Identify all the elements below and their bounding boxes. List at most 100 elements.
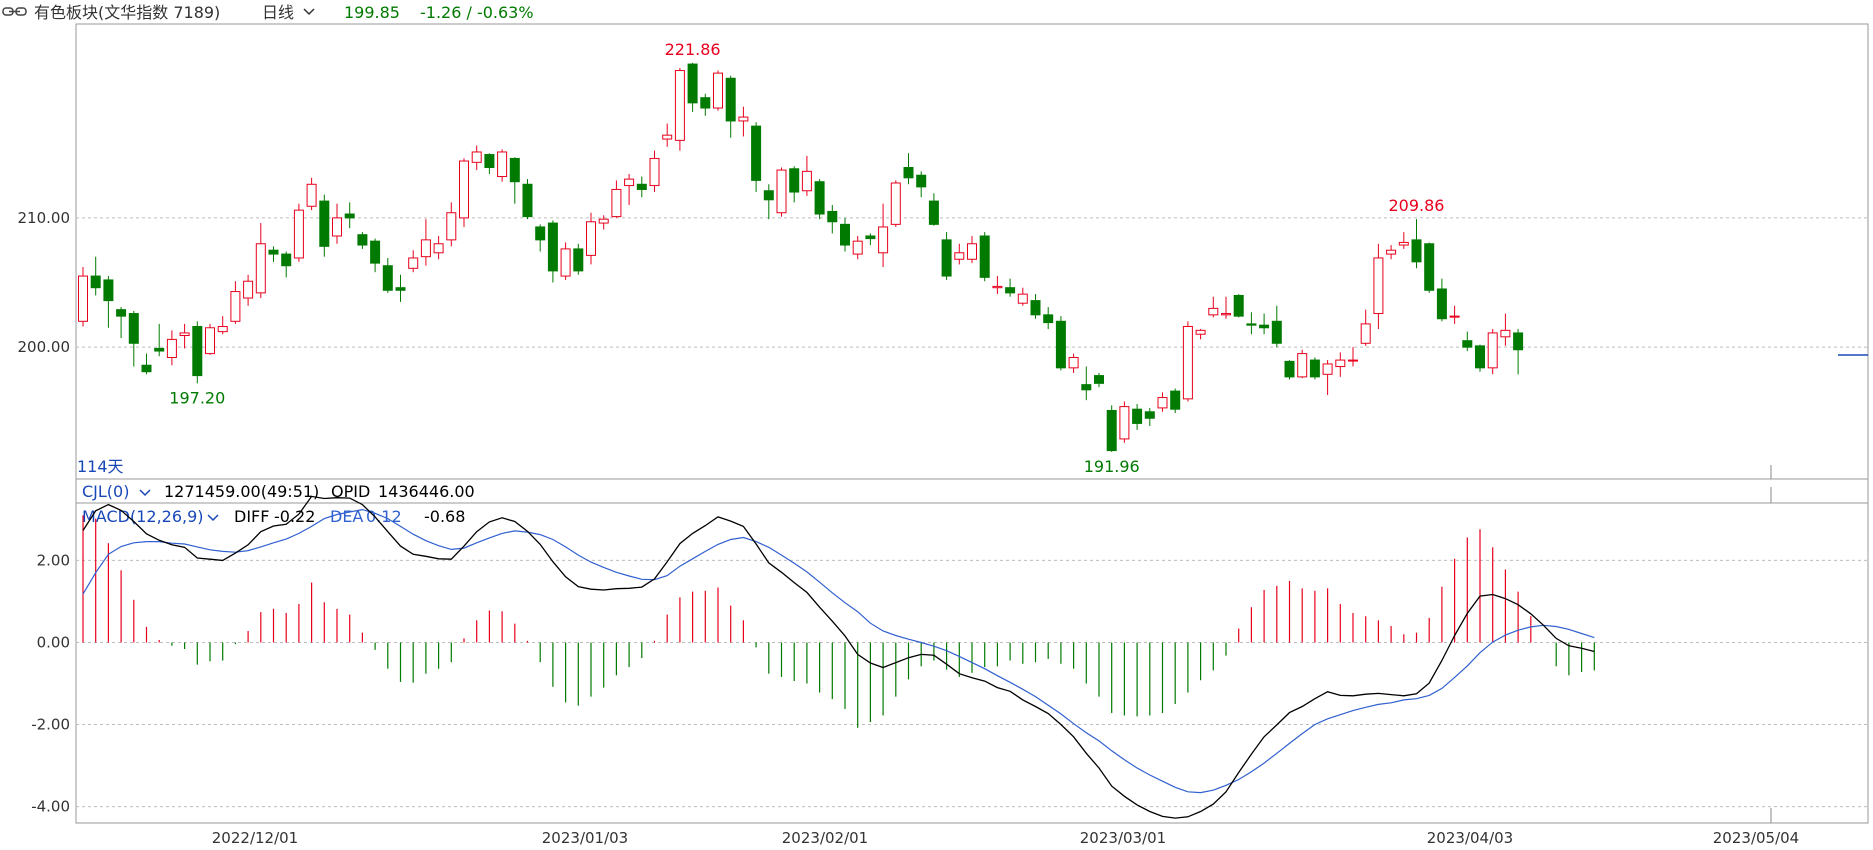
candle-body — [598, 218, 609, 224]
diff-label: DIFF — [234, 507, 269, 526]
dea-line — [82, 508, 1595, 794]
candle-body — [1246, 323, 1257, 326]
price-tick-label: 210.00 — [18, 209, 71, 227]
candle-body — [370, 240, 381, 264]
candle-body — [535, 226, 546, 241]
candle-body — [1233, 294, 1244, 317]
candle-body — [1436, 288, 1447, 320]
candle-body — [293, 209, 304, 259]
chevron-down-icon[interactable] — [303, 8, 315, 16]
chevron-down-icon[interactable] — [207, 514, 219, 522]
candle-body — [382, 265, 393, 291]
candle-body — [687, 63, 698, 104]
period-selector[interactable]: 日线 — [262, 3, 294, 22]
candle-body — [255, 243, 266, 294]
candle-body — [446, 212, 457, 241]
candle-body — [1106, 409, 1117, 452]
candle-body — [979, 235, 990, 278]
candle-body — [1043, 314, 1054, 324]
candle-body — [560, 248, 571, 277]
candle-body — [1068, 356, 1079, 369]
last-price: 199.85 — [344, 3, 400, 22]
candle-body — [1094, 375, 1104, 384]
chevron-down-icon[interactable] — [139, 489, 151, 497]
candle-body — [395, 287, 406, 291]
high-annotation: 209.86 — [1389, 196, 1445, 215]
diff-line — [82, 495, 1595, 819]
diff-value: -0.22 — [274, 507, 315, 526]
volume-value: 1271459.00(49:51) — [164, 482, 319, 501]
days-count-label: 114天 — [77, 457, 124, 476]
candle-body — [865, 235, 876, 240]
candle-body — [649, 157, 660, 187]
candle-body — [573, 248, 584, 272]
candle-body — [954, 252, 965, 260]
macd-indicator-name[interactable]: MACD(12,26,9) — [82, 507, 204, 526]
price-change: -1.26 / -0.63% — [420, 3, 534, 22]
macd-tick-label: -2.00 — [31, 716, 70, 734]
candle-body — [1221, 313, 1231, 316]
candle-body — [1348, 359, 1358, 362]
candle-body — [928, 200, 939, 225]
dea-label: DEA — [330, 507, 363, 526]
candle-body — [713, 72, 723, 109]
candle-body — [1081, 384, 1092, 391]
candle-body — [547, 222, 558, 272]
candle-body — [1322, 363, 1333, 375]
macd-panel-frame — [75, 502, 1869, 824]
macd-legend: MACD(12,26,9) DIFF -0.22 DEA 0.12 -0.68 — [82, 507, 465, 526]
candle-body — [484, 154, 495, 168]
candle-body — [700, 97, 711, 109]
candle-body — [1513, 332, 1524, 351]
candle-body — [1386, 249, 1397, 255]
candle-body — [1309, 359, 1320, 378]
candle-body — [1030, 300, 1041, 316]
candle-body — [763, 190, 774, 201]
macd-tick-label: 2.00 — [37, 551, 70, 569]
candle-body — [1132, 408, 1143, 424]
candle-body — [1119, 406, 1130, 440]
instrument-title[interactable]: 有色板块(文华指数 7189) — [34, 3, 220, 22]
candle-body — [103, 279, 114, 302]
candle-body — [268, 249, 279, 255]
candle-body — [789, 168, 800, 193]
candle-body — [357, 234, 368, 246]
link-icon[interactable] — [2, 7, 27, 16]
candle-body — [1017, 293, 1028, 304]
macd-grid — [76, 559, 1868, 808]
candlesticks — [78, 62, 1524, 452]
date-tick-label: 2023/03/01 — [1080, 829, 1166, 847]
candle-body — [306, 183, 317, 207]
date-tick-label: 2023/01/03 — [542, 829, 628, 847]
candle-body — [852, 240, 863, 255]
candle-body — [217, 325, 228, 333]
volume-indicator-name[interactable]: CJL(0) — [82, 482, 129, 501]
candle-body — [1259, 324, 1270, 329]
candle-body — [1449, 315, 1460, 318]
price-tick-label: 200.00 — [18, 338, 71, 356]
candle-body — [827, 210, 838, 223]
candle-body — [319, 200, 330, 247]
volume-legend: CJL(0) 1271459.00(49:51) OPID 1436446.00 — [82, 482, 475, 501]
candle-body — [611, 188, 622, 218]
candle-body — [1424, 243, 1435, 291]
candle-body — [1360, 323, 1371, 344]
candle-body — [967, 243, 977, 260]
candle-body — [890, 182, 901, 225]
candle-body — [90, 275, 101, 289]
candle-body — [814, 181, 825, 215]
candle-body — [420, 239, 431, 258]
candle-body — [230, 291, 241, 322]
candle-body — [471, 151, 482, 163]
candle-body — [1182, 325, 1193, 400]
candle-body — [1284, 360, 1295, 378]
candle-body — [1500, 329, 1511, 338]
date-tick-label: 2023/02/01 — [782, 829, 868, 847]
candle-body — [205, 327, 215, 355]
candle-body — [903, 166, 914, 179]
candle-body — [1144, 411, 1155, 419]
candle-body — [1271, 320, 1282, 344]
candle-body — [992, 285, 1003, 289]
candle-body — [586, 221, 596, 256]
candle-body — [1411, 239, 1422, 263]
